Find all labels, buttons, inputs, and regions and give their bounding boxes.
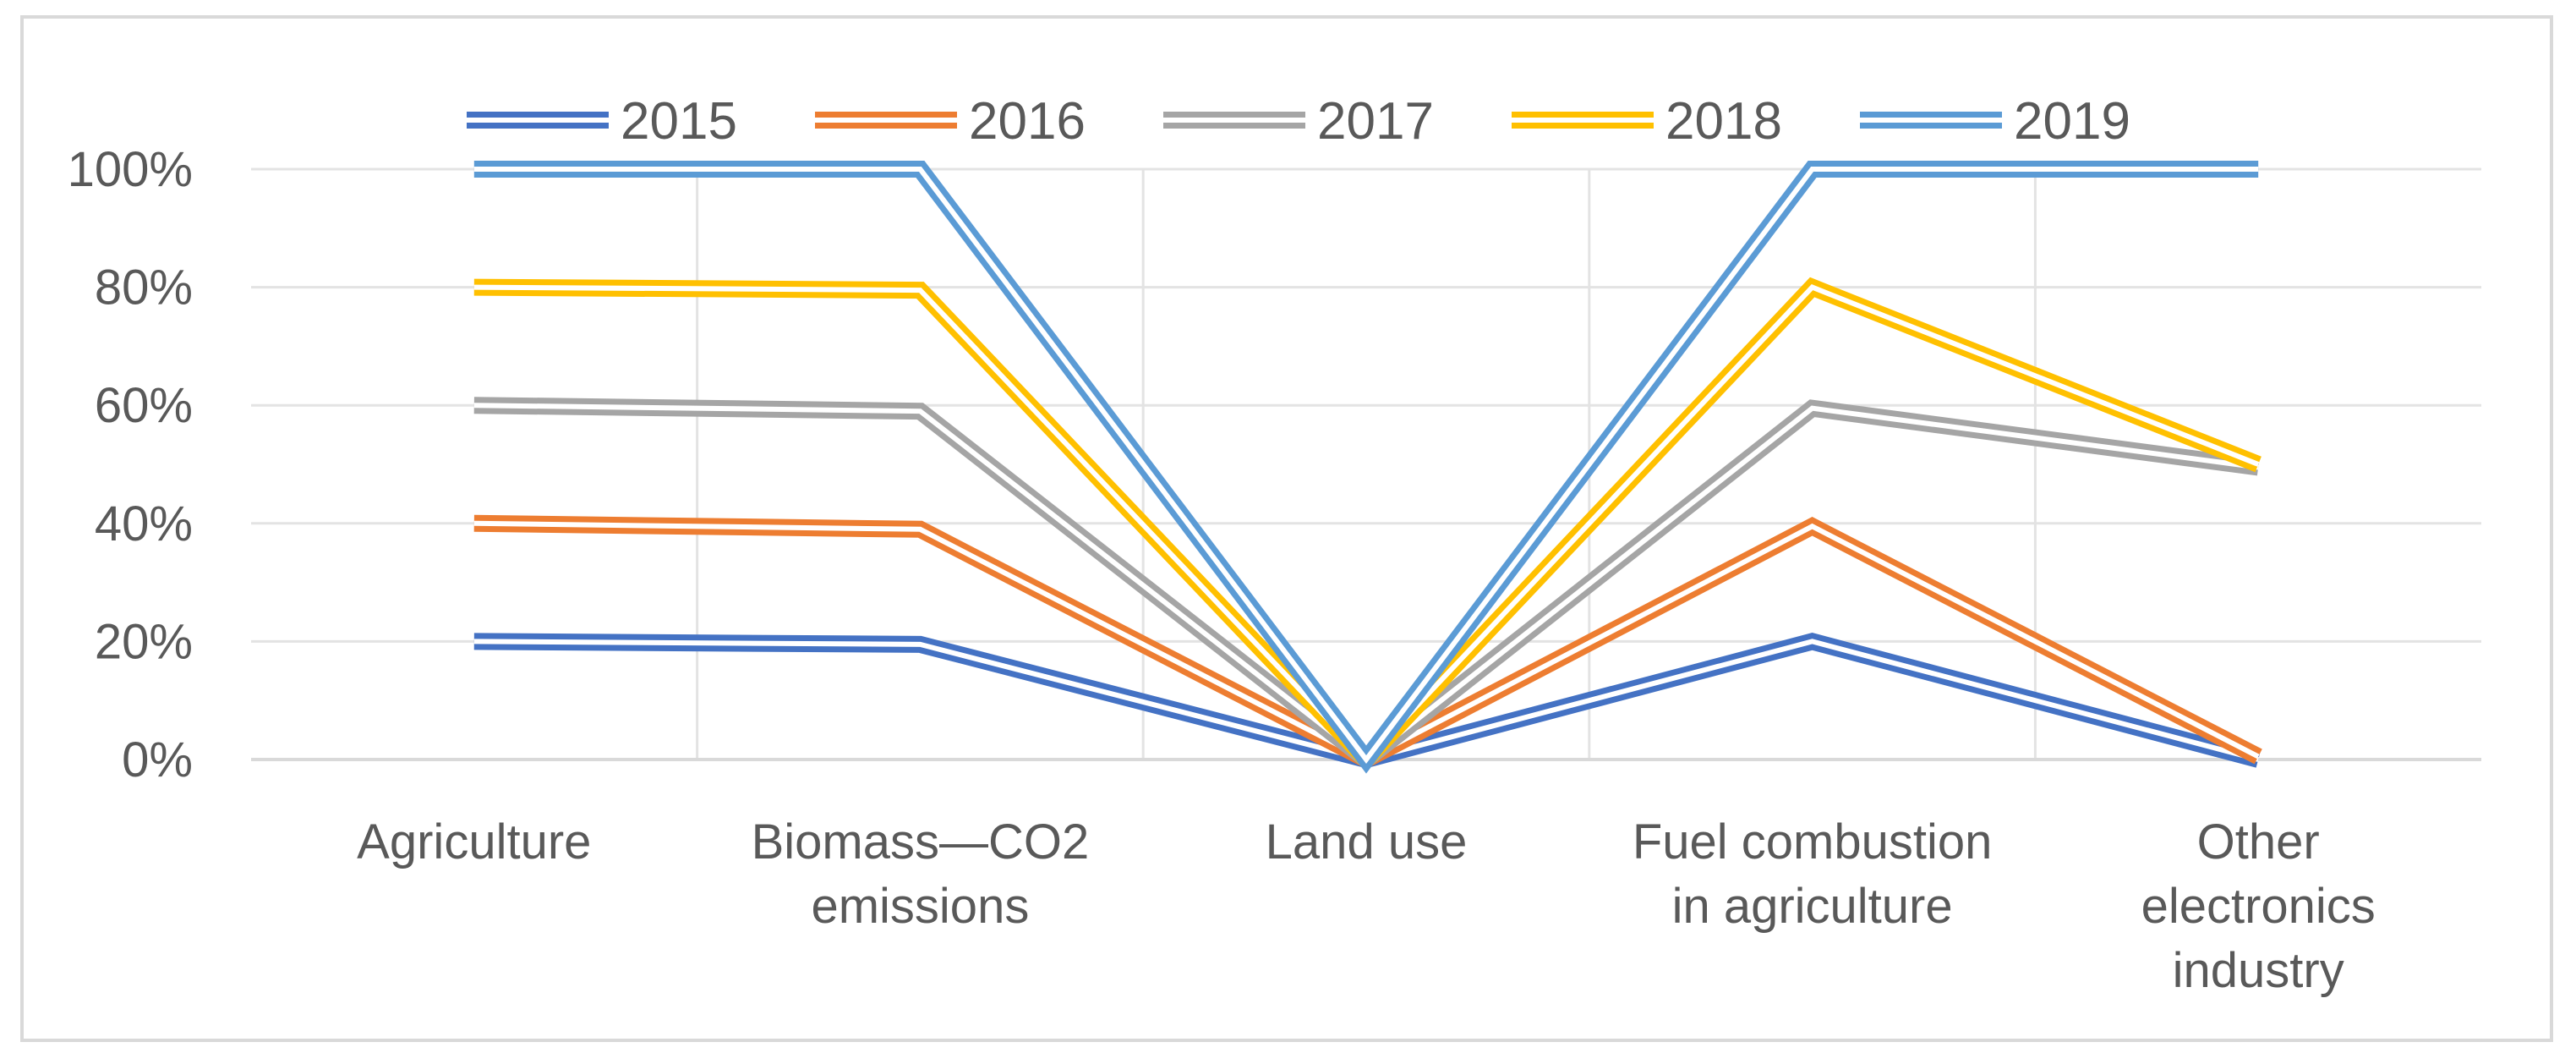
series-line-core-2019	[473, 167, 2259, 764]
x-category-label-line: Other	[2197, 814, 2320, 869]
x-category-label-line: industry	[2173, 943, 2344, 998]
chart-frame	[20, 15, 2553, 1042]
x-category-label-line: in agriculture	[1672, 879, 1953, 934]
legend: 2015 2016 2017 2018 2019	[467, 92, 2130, 151]
x-category-label-line: Biomass—CO2	[752, 814, 1090, 869]
x-category-label: Land use	[1266, 814, 1468, 869]
series-line-2017	[473, 397, 2260, 771]
x-category-label-line: electronics	[2141, 879, 2376, 934]
y-tick-label: 0%	[122, 732, 193, 787]
x-category-label: Other electronics industry	[2141, 814, 2376, 998]
legend-label-2018: 2018	[1665, 92, 1782, 151]
legend-label-2019: 2019	[2014, 92, 2130, 151]
legend-label-2016: 2016	[969, 92, 1086, 151]
y-tick-label: 20%	[95, 614, 193, 669]
x-category-label-line: emissions	[811, 879, 1029, 934]
y-axis-tick-labels: 0% 20% 40% 60% 80% 100%	[68, 142, 193, 787]
legend-label-2017: 2017	[1317, 92, 1434, 151]
x-category-label-line: Land use	[1266, 814, 1468, 869]
y-tick-label: 60%	[95, 378, 193, 433]
series-line-2019	[473, 161, 2259, 774]
x-category-label-line: Agriculture	[357, 814, 591, 869]
series-lines	[473, 161, 2262, 774]
x-category-label: Agriculture	[357, 814, 591, 869]
x-category-label-line: Fuel combustion	[1633, 814, 1993, 869]
series-line-2015	[473, 633, 2261, 769]
series-line-core-2017	[473, 403, 2259, 763]
y-tick-label: 100%	[68, 142, 193, 197]
y-tick-label: 80%	[95, 261, 193, 315]
x-category-label: Biomass—CO2 emissions	[752, 814, 1090, 934]
y-tick-label: 40%	[95, 496, 193, 551]
gridlines	[251, 167, 2481, 760]
series-line-core-2015	[473, 639, 2259, 763]
x-axis-category-labels: Agriculture Biomass—CO2 emissions Land use F…	[357, 814, 2376, 998]
x-category-label: Fuel combustion in agriculture	[1633, 814, 1993, 934]
legend-label-2015: 2015	[621, 92, 737, 151]
